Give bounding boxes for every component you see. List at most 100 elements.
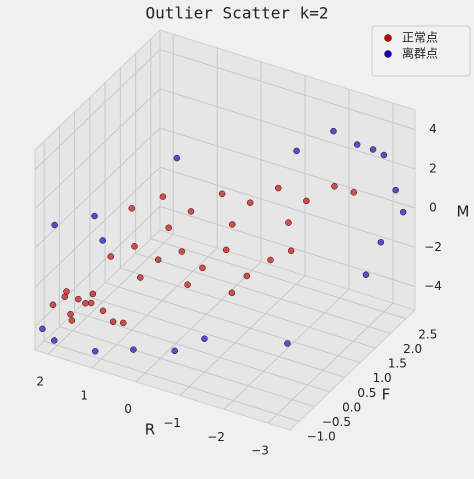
point — [377, 239, 385, 246]
z-tick-label: 0 — [429, 201, 437, 215]
grid-line — [267, 302, 394, 424]
grid-line — [159, 205, 416, 287]
point — [399, 208, 407, 216]
y-tick-label: 1.5 — [388, 357, 407, 371]
point — [120, 319, 127, 327]
point — [303, 197, 310, 205]
point — [331, 182, 338, 190]
grid-line — [104, 282, 361, 364]
grid-line — [159, 88, 416, 170]
point — [136, 274, 144, 281]
point — [243, 272, 251, 280]
grid-line — [59, 326, 315, 408]
x-tick-label: 2 — [36, 375, 44, 389]
point — [68, 317, 76, 324]
right-pane — [159, 29, 416, 311]
point — [171, 347, 178, 355]
grid-line — [34, 127, 161, 249]
grid-line — [89, 296, 346, 378]
point — [75, 295, 82, 303]
point — [184, 281, 191, 288]
grid-line — [135, 252, 391, 334]
point — [63, 288, 70, 295]
legend-marker — [384, 34, 392, 42]
point — [287, 247, 295, 255]
y-tick-label: −1.0 — [307, 430, 336, 444]
y-axis-label: F — [382, 386, 391, 404]
grid-line — [150, 238, 407, 320]
x-tick-label: 0 — [124, 402, 132, 416]
grid-line — [34, 88, 161, 210]
y-tick-label: 0.5 — [357, 386, 376, 400]
point — [187, 208, 195, 215]
point — [51, 337, 58, 344]
point — [229, 221, 236, 228]
point — [165, 224, 172, 232]
point — [89, 290, 97, 298]
x-tick-label: 1 — [80, 388, 88, 402]
grid-line — [159, 166, 416, 248]
point — [159, 193, 167, 200]
grid-line — [34, 206, 161, 327]
grid-line — [135, 261, 262, 383]
series — [49, 182, 357, 327]
z-tick-label: 2 — [429, 161, 437, 175]
y-tick-label: 0.0 — [342, 400, 361, 414]
point — [246, 199, 254, 206]
point — [154, 256, 162, 263]
grid-line — [91, 247, 218, 369]
point — [228, 289, 236, 297]
point — [91, 348, 99, 355]
point — [51, 221, 58, 229]
point — [330, 127, 337, 135]
point — [392, 186, 399, 194]
z-tick-label: −2 — [424, 240, 442, 254]
z-tick-label: −4 — [424, 279, 442, 293]
point — [284, 340, 291, 347]
point — [350, 189, 357, 196]
point — [293, 147, 300, 155]
point — [173, 154, 181, 162]
z-tick-label: 4 — [429, 122, 437, 136]
point — [178, 248, 186, 255]
legend-label: 离群点 — [402, 46, 438, 61]
y-tick-label: 1.0 — [373, 371, 392, 385]
y-tick-label: −0.5 — [322, 415, 351, 429]
chart-title: Outlier Scatter k=2 — [145, 4, 328, 23]
x-tick-label: −3 — [251, 444, 269, 458]
legend-box — [371, 25, 471, 77]
point — [353, 141, 361, 148]
grid-line — [43, 340, 300, 422]
point — [199, 264, 206, 272]
series — [39, 127, 407, 355]
point — [49, 301, 57, 309]
x-tick-label: −1 — [163, 416, 181, 430]
point — [369, 146, 377, 153]
y-tick-label: 2.5 — [418, 327, 437, 341]
grid-line — [34, 166, 161, 288]
grid-line — [159, 127, 416, 209]
grid-line — [34, 49, 161, 170]
point — [87, 299, 95, 307]
point — [91, 212, 98, 220]
point — [267, 256, 274, 264]
grid-line — [74, 311, 330, 393]
point — [130, 346, 137, 353]
grid-line — [179, 275, 306, 396]
legend-label: 正常点 — [402, 31, 438, 45]
point — [131, 243, 138, 250]
grid-line — [47, 233, 174, 355]
point — [380, 151, 388, 159]
x-axis-label: R — [145, 421, 155, 439]
point — [39, 325, 46, 333]
point — [218, 190, 226, 198]
point — [201, 335, 208, 343]
point — [128, 205, 136, 212]
point — [109, 318, 117, 325]
point — [99, 237, 106, 244]
point — [107, 253, 115, 260]
z-axis-label: M — [457, 203, 470, 221]
point — [99, 307, 107, 314]
